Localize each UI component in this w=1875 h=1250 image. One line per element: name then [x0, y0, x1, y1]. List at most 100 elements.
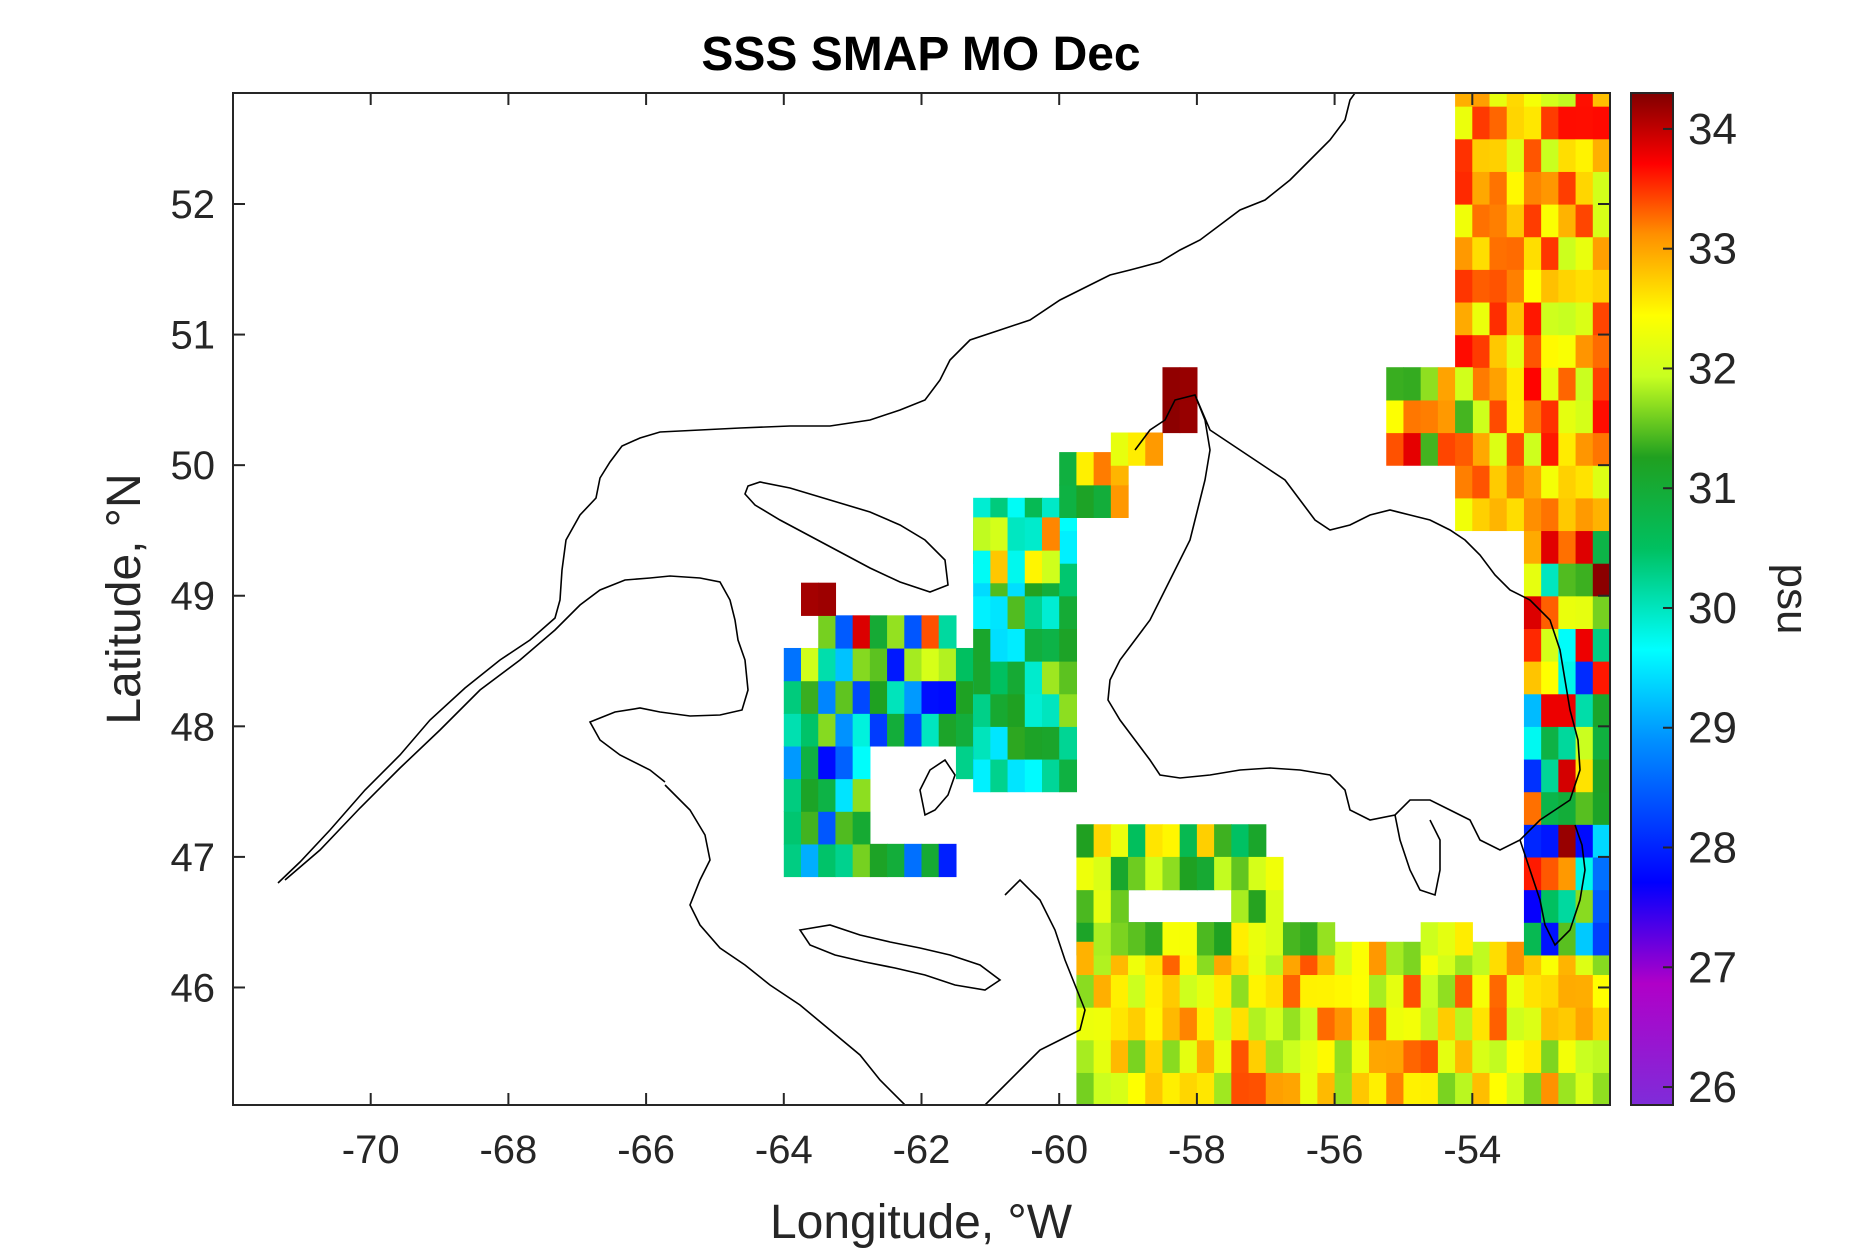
salinity-cell — [1420, 974, 1439, 1008]
salinity-cell — [1007, 693, 1026, 727]
salinity-cell — [1128, 1007, 1146, 1041]
salinity-cell — [1558, 922, 1577, 956]
y-axis: 46 47 48 49 50 51 52 — [171, 183, 1610, 1010]
salinity-cell — [1145, 922, 1164, 956]
salinity-cell — [1455, 334, 1473, 368]
salinity-cell — [1076, 452, 1095, 486]
salinity-cell — [1541, 824, 1559, 858]
salinity-cell — [1558, 563, 1577, 597]
salinity-cell — [921, 843, 940, 878]
x-tick-label: -66 — [617, 1128, 675, 1172]
salinity-cell — [1145, 1072, 1164, 1105]
salinity-cell — [1575, 922, 1594, 956]
salinity-cell — [1455, 301, 1473, 336]
salinity-cell — [1128, 1072, 1146, 1105]
salinity-cell — [1248, 974, 1267, 1008]
salinity-cell — [1472, 138, 1491, 172]
salinity-cell — [1110, 974, 1129, 1008]
salinity-cell — [1541, 367, 1559, 401]
salinity-cell — [1523, 1039, 1542, 1073]
salinity-cell — [1110, 432, 1129, 466]
chart-title: SSS SMAP MO Dec — [701, 28, 1140, 81]
salinity-cell — [1472, 334, 1491, 368]
coastline-north-shore — [277, 93, 1356, 884]
salinity-cell — [801, 680, 819, 714]
salinity-cell — [1489, 465, 1508, 499]
salinity-cell — [835, 745, 854, 780]
salinity-cell — [1041, 595, 1060, 629]
salinity-cell — [1007, 628, 1026, 662]
salinity-cell — [1162, 1007, 1181, 1041]
salinity-cell — [1179, 856, 1198, 891]
x-tick-label: -58 — [1168, 1128, 1226, 1172]
salinity-cell — [1455, 171, 1473, 205]
salinity-cell — [1110, 1039, 1129, 1073]
coastline-cape-breton — [984, 878, 1086, 1105]
salinity-cell — [1403, 399, 1422, 434]
salinity-cell — [1214, 1007, 1232, 1041]
salinity-cell — [1214, 974, 1232, 1008]
salinity-cell — [1437, 974, 1456, 1008]
salinity-cell — [835, 647, 854, 682]
salinity-cell — [1162, 367, 1181, 401]
salinity-cell — [1145, 1007, 1164, 1041]
salinity-cell — [1420, 1007, 1439, 1041]
salinity-cell — [938, 843, 957, 878]
salinity-cell — [1351, 1007, 1370, 1041]
salinity-cell — [1523, 974, 1542, 1008]
salinity-cell — [1420, 367, 1439, 401]
salinity-cell — [1317, 922, 1336, 956]
salinity-cell — [1076, 974, 1095, 1008]
salinity-cell — [1231, 824, 1250, 858]
salinity-cell — [1523, 661, 1542, 695]
salinity-cell — [973, 758, 991, 793]
salinity-cell — [1317, 1039, 1336, 1073]
salinity-cell — [955, 680, 974, 714]
salinity-cell — [1386, 1072, 1405, 1105]
salinity-cell — [1059, 628, 1078, 662]
salinity-cell — [1024, 661, 1043, 695]
salinity-cell — [1523, 106, 1542, 140]
salinity-cell — [801, 745, 819, 780]
salinity-cell — [1489, 171, 1508, 205]
plot-background — [233, 93, 1610, 1105]
salinity-cell — [1420, 432, 1439, 466]
salinity-cell — [1592, 334, 1610, 368]
salinity-cell — [1196, 1007, 1215, 1041]
salinity-cell — [1489, 974, 1508, 1008]
x-tick-label: -62 — [893, 1128, 951, 1172]
salinity-cell — [1179, 922, 1198, 956]
salinity-cell — [1024, 628, 1043, 662]
salinity-cell — [852, 778, 871, 812]
salinity-cell — [1386, 432, 1405, 466]
salinity-cell — [1059, 563, 1078, 597]
salinity-cell — [921, 680, 940, 714]
salinity-cell — [1196, 856, 1215, 891]
salinity-cell — [1506, 974, 1525, 1008]
salinity-cell — [1575, 106, 1594, 140]
salinity-cell — [1592, 236, 1610, 270]
salinity-cell — [1541, 563, 1559, 597]
salinity-cell — [869, 713, 888, 747]
salinity-cell — [1472, 301, 1491, 336]
salinity-cell — [1575, 171, 1594, 205]
salinity-cell — [1541, 203, 1559, 238]
salinity-cell — [1541, 661, 1559, 695]
salinity-cell — [1558, 856, 1577, 891]
x-tick-label: -60 — [1030, 1128, 1088, 1172]
salinity-cell — [1541, 106, 1559, 140]
coastline-burin — [1394, 814, 1441, 897]
salinity-cell — [1386, 1039, 1405, 1073]
salinity-cell — [1541, 856, 1559, 891]
salinity-cell — [869, 843, 888, 878]
salinity-cell — [1506, 236, 1525, 270]
colorbar-tick-label: 29 — [1688, 704, 1737, 753]
salinity-cell — [1541, 1072, 1559, 1105]
salinity-cell — [887, 843, 905, 878]
salinity-cell — [852, 713, 871, 747]
colorbar-tick-label: 32 — [1688, 344, 1737, 393]
salinity-cell — [1059, 693, 1078, 727]
salinity-cell — [1541, 922, 1559, 956]
salinity-cell — [783, 647, 802, 682]
salinity-cell — [1403, 1007, 1422, 1041]
